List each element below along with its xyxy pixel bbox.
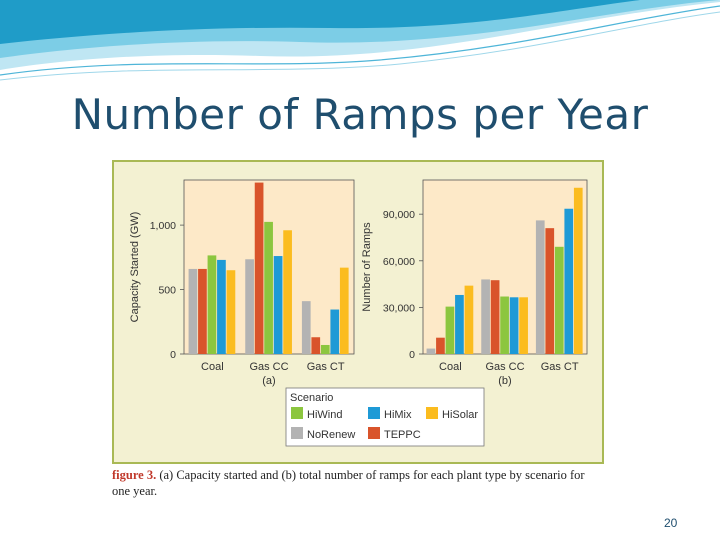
chart-a-bar-norenew-gas-cc	[245, 259, 254, 354]
chart-b-ytick-label: 60,000	[383, 256, 415, 268]
page-number: 20	[664, 516, 678, 530]
chart-a-y-axis-label: Capacity Started (GW)	[129, 212, 141, 323]
chart-b-category-label: Coal	[439, 361, 462, 373]
chart-b-bar-himix-gas-ct	[564, 208, 574, 354]
chart-figure: 0 500 1,000 Capacity Started (GW) Coal Gas CC…	[129, 179, 588, 447]
chart-a-bar-hisolar-gas-cc	[283, 230, 292, 354]
chart-a-ytick-label: 1,000	[150, 220, 176, 232]
chart-a-category-label: Coal	[201, 361, 224, 373]
chart-b-y-axis-label: Number of Ramps	[361, 222, 373, 312]
chart-b-bar-hiwind-coal	[445, 306, 455, 354]
chart-a-ytick-label: 500	[158, 285, 176, 297]
chart-a-bar-himix-gas-ct	[330, 309, 340, 354]
chart-b-bar-norenew-coal	[426, 348, 436, 354]
chart-b-bar-norenew-gas-cc	[481, 279, 490, 354]
chart-a-bar-teppc-gas-ct	[311, 337, 321, 354]
banner-wave-dark	[0, 0, 640, 44]
legend-swatch-hiwind	[291, 407, 303, 419]
chart-b-panel-label: (b)	[498, 375, 511, 387]
legend-label-hiwind: HiWind	[307, 409, 342, 421]
legend-label-norenew: NoRenew	[307, 429, 355, 441]
legend-swatch-himix	[368, 407, 380, 419]
chart-b-bar-himix-coal	[455, 294, 464, 354]
chart-b-ytick-label: 90,000	[383, 209, 415, 221]
chart-a-bar-norenew-gas-ct	[301, 301, 311, 354]
legend-label-hisolar: HiSolar	[442, 409, 478, 421]
slide-title: Number of Ramps per Year	[71, 90, 649, 139]
chart-b-category-label: Gas CC	[485, 361, 524, 373]
figure-caption: figure 3. (a) Capacity started and (b) t…	[112, 467, 592, 499]
chart-b-bar-hisolar-gas-ct	[573, 187, 583, 354]
chart-a-ytick-label: 0	[170, 349, 176, 361]
chart-a-panel-label: (a)	[262, 375, 275, 387]
banner-line-2	[0, 11, 720, 81]
legend-label-teppc: TEPPC	[384, 429, 421, 441]
chart-b-ytick-label: 30,000	[383, 302, 415, 314]
chart-b-bar-hiwind-gas-cc	[500, 296, 509, 354]
header-banner	[0, 0, 720, 81]
chart-b-bar-hisolar-gas-cc	[519, 297, 528, 354]
chart-b-bar-teppc-gas-cc	[490, 280, 500, 354]
chart-a-bar-hiwind-coal	[207, 255, 217, 354]
legend-swatch-teppc	[368, 427, 380, 439]
legend-swatch-norenew	[291, 427, 303, 439]
chart-a-category-label: Gas CC	[249, 361, 288, 373]
legend-swatch-hisolar	[426, 407, 438, 419]
chart-a-category-label: Gas CT	[307, 361, 345, 373]
chart-b-bar-teppc-gas-ct	[545, 228, 555, 354]
chart-a-bar-himix-coal	[217, 259, 226, 354]
chart-b-bar-hisolar-coal	[464, 285, 474, 354]
chart-b-bar-hiwind-gas-ct	[554, 246, 564, 354]
chart-a-bar-norenew-coal	[188, 268, 198, 354]
chart-b-bar-teppc-coal	[436, 337, 445, 354]
figure-panel: 0 500 1,000 Capacity Started (GW) Coal Gas CC…	[112, 160, 604, 464]
chart-a-bar-hisolar-gas-ct	[339, 267, 349, 354]
caption-label: figure 3.	[112, 468, 157, 482]
caption-text: (a) Capacity started and (b) total numbe…	[112, 468, 585, 498]
chart-b-ytick-label: 0	[409, 349, 415, 361]
legend-box	[285, 387, 485, 447]
chart-a-bar-hisolar-coal	[226, 270, 236, 354]
chart-a-bar-teppc-coal	[198, 268, 207, 354]
chart-a-bar-hiwind-gas-cc	[264, 221, 273, 354]
chart-b-category-label: Gas CT	[541, 361, 579, 373]
legend-title: Scenario	[290, 392, 333, 404]
chart-a-bar-hiwind-gas-ct	[320, 344, 330, 354]
chart-b-bar-himix-gas-cc	[509, 297, 519, 354]
chart-a-bar-teppc-gas-cc	[254, 182, 264, 354]
chart-a-bar-himix-gas-cc	[273, 256, 283, 354]
legend-label-himix: HiMix	[384, 409, 412, 421]
chart-b-bar-norenew-gas-ct	[535, 220, 545, 354]
banner-line	[0, 5, 720, 76]
